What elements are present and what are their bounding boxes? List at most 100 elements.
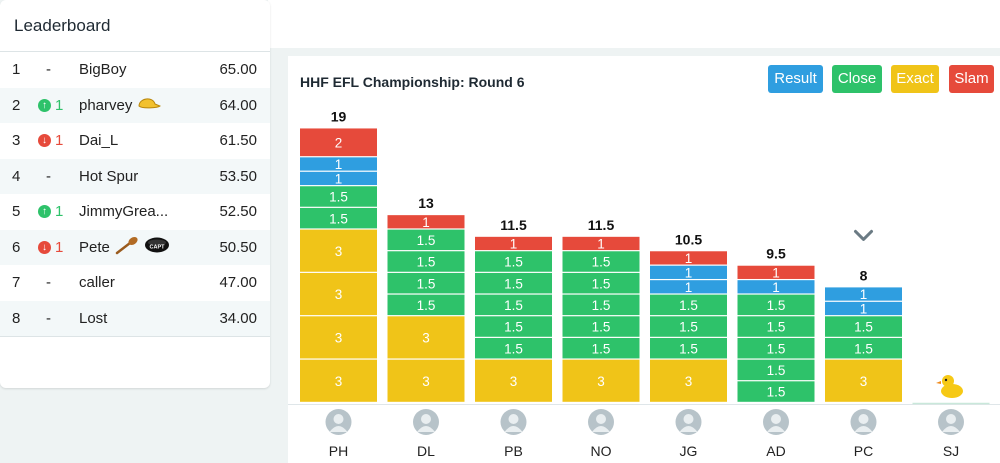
bar-segment-slam[interactable] [300, 128, 377, 157]
movement-count: 1 [55, 132, 64, 150]
exact-button[interactable]: Exact [891, 65, 939, 93]
bar-segment-slam[interactable] [387, 215, 465, 229]
bar-segment-exact[interactable] [562, 359, 640, 402]
bar-segment-close[interactable] [562, 272, 640, 294]
segment-value: 3 [597, 374, 605, 389]
score-chart: 33331.51.511219PH331.51.51.51.5113DL31.5… [288, 108, 1000, 459]
segment-value: 3 [335, 374, 343, 389]
player-avatar[interactable] [588, 409, 614, 435]
bar-segment-result[interactable] [825, 301, 902, 316]
bar-segment-close[interactable] [387, 229, 465, 251]
bar-segment-exact[interactable] [475, 359, 552, 402]
segment-value: 1.5 [767, 298, 786, 313]
leaderboard-row[interactable]: 4 - Hot Spur 53.50 [0, 158, 270, 194]
movement-down: ↓ 1 [38, 239, 63, 256]
segment-value: 1 [422, 215, 430, 230]
bar-segment-close[interactable] [650, 316, 727, 337]
segment-value: 1.5 [679, 298, 698, 313]
bar-segment-close[interactable] [562, 251, 640, 272]
bar-segment-exact[interactable] [387, 316, 465, 359]
segment-value: 3 [685, 374, 693, 389]
movement-up: ↑ 1 [38, 97, 63, 114]
segment-value: 1.5 [504, 341, 523, 356]
bar-segment-exact[interactable] [387, 359, 465, 402]
segment-value: 1.5 [854, 320, 873, 335]
bar-column[interactable]: 3 1.5 1.5 11 8 [825, 267, 902, 402]
bar-segment-close[interactable] [737, 337, 815, 359]
bar-segment-close[interactable] [737, 381, 815, 402]
bar-segment-close[interactable] [475, 294, 552, 316]
bar-segment-result[interactable] [825, 287, 902, 301]
bar-segment-close[interactable] [387, 251, 465, 272]
leaderboard-row[interactable]: 6 ↓ 1 Pete CAPT 50.50 [0, 229, 270, 265]
segment-value: 1.5 [679, 341, 698, 356]
leaderboard-row[interactable]: 5 ↑ 1 JimmyGrea... 52.50 [0, 194, 270, 230]
leaderboard-row[interactable]: 7 - caller 47.00 [0, 265, 270, 301]
bar-segment-slam[interactable] [562, 236, 640, 251]
bar-segment-exact[interactable] [300, 229, 377, 272]
bar-segment-result[interactable] [300, 171, 377, 186]
bar-column[interactable]: 3 3 3 3 1.5 1.5 11 2 19 [300, 108, 377, 402]
bar-segment-close[interactable] [387, 294, 465, 316]
bar-segment-exact[interactable] [825, 359, 902, 402]
bar-segment-close[interactable] [737, 294, 815, 316]
player-avatar[interactable] [938, 409, 964, 435]
leaderboard-row[interactable]: 8 - Lost 34.00 [0, 300, 270, 336]
bar-segment-exact[interactable] [300, 316, 377, 359]
bar-segment-result[interactable] [300, 157, 377, 171]
bar-segment-close[interactable] [475, 316, 552, 337]
player-name-text: JimmyGrea... [79, 203, 169, 221]
bar-column[interactable]: 3 3 1.5 1.5 1.5 1.5 1 13 [387, 195, 465, 402]
segment-value: 1.5 [679, 320, 698, 335]
bar-column[interactable]: 3 1.5 1.5 1.5 1.5 1.5 1 11.5 [562, 217, 640, 402]
player-initials: JG [680, 443, 698, 459]
bar-segment-result[interactable] [737, 280, 815, 294]
player-avatar[interactable] [675, 409, 702, 435]
player-avatar[interactable] [413, 409, 439, 435]
player-score: 64.00 [219, 96, 257, 114]
player-initials: PC [854, 443, 873, 459]
bar-segment-close[interactable] [650, 294, 727, 316]
bar-segment-slam[interactable] [650, 251, 727, 265]
bar-segment-close[interactable] [737, 359, 815, 381]
segment-value: 1.5 [767, 385, 786, 400]
bar-segment-close[interactable] [475, 272, 552, 294]
player-avatar[interactable] [500, 409, 527, 435]
leaderboard-row[interactable]: 3 ↓ 1 Dai_L 61.50 [0, 123, 270, 159]
bar-segment-close[interactable] [737, 316, 815, 337]
segment-value: 1 [772, 265, 780, 280]
bar-segment-close[interactable] [825, 337, 902, 359]
close-button[interactable]: Close [832, 65, 882, 93]
bar-segment-close[interactable] [387, 272, 465, 294]
segment-value: 1 [685, 251, 693, 266]
bar-segment-close[interactable] [475, 251, 552, 272]
bar-segment-close[interactable] [475, 337, 552, 359]
player-avatar[interactable] [763, 409, 789, 435]
player-name-text: Dai_L [79, 132, 119, 150]
leaderboard-row[interactable]: 1 - BigBoy 65.00 [0, 52, 270, 88]
bar-column[interactable]: 1.5 1.5 1.5 1.5 1.5 11 9.5 [737, 246, 815, 402]
bar-segment-close[interactable] [562, 294, 640, 316]
bar-segment-close[interactable] [825, 316, 902, 337]
chevron-down-icon[interactable] [854, 229, 873, 241]
bar-segment-close[interactable] [650, 337, 727, 359]
segment-value: 1 [860, 287, 868, 302]
player-avatar[interactable] [850, 409, 877, 435]
bar-segment-exact[interactable] [300, 272, 377, 316]
bar-segment-result[interactable] [650, 280, 727, 294]
bar-segment-exact[interactable] [300, 359, 377, 402]
bar-segment-slam[interactable] [737, 265, 815, 279]
result-button[interactable]: Result [768, 65, 823, 93]
bar-column[interactable]: 3 1.5 1.5 1.5 1.5 1.5 1 11.5 [475, 217, 552, 402]
slam-button[interactable]: Slam [949, 65, 994, 93]
bar-segment-close[interactable] [562, 316, 640, 337]
bar-segment-close[interactable] [562, 337, 640, 359]
bar-segment-exact[interactable] [650, 359, 727, 402]
bar-segment-close[interactable] [300, 207, 377, 229]
leaderboard-row[interactable]: 2 ↑ 1 pharvey 64.00 [0, 87, 270, 123]
bar-segment-close[interactable] [300, 186, 377, 207]
player-avatar[interactable] [325, 409, 352, 435]
bar-segment-slam[interactable] [475, 236, 552, 251]
bar-segment-result[interactable] [650, 265, 727, 279]
